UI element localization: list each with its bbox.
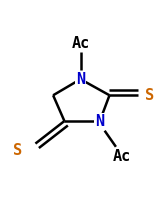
- Text: N: N: [95, 113, 104, 128]
- Text: Ac: Ac: [113, 149, 132, 164]
- Text: N: N: [76, 72, 85, 87]
- Text: Ac: Ac: [71, 36, 90, 51]
- Text: S: S: [145, 88, 154, 103]
- Text: S: S: [13, 142, 23, 158]
